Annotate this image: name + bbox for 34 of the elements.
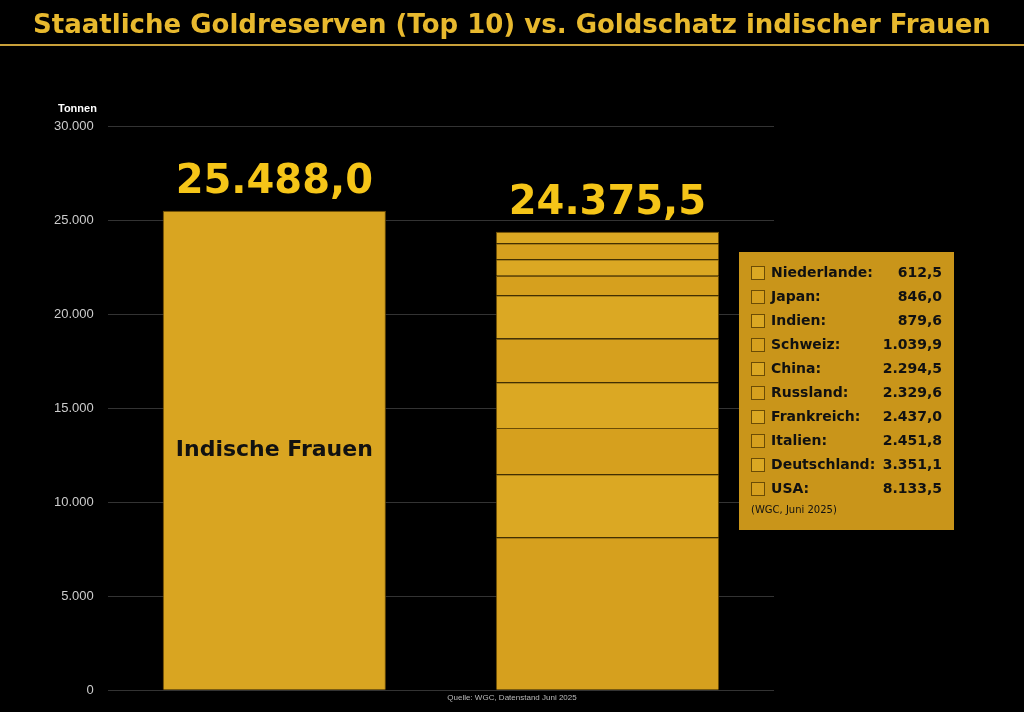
legend-label: Schweiz: bbox=[771, 335, 841, 352]
annotation: (WGC, Juni 2025) bbox=[751, 502, 838, 517]
chart-title: Staatliche Goldreserven (Top 10) vs. Goldschatz indischer Frauen bbox=[0, 0, 1024, 46]
text: 612,5 bbox=[897, 263, 943, 280]
legend-label: USA: bbox=[771, 479, 810, 496]
source-note: Quelle: WGC, Datenstand Juni 2025 bbox=[447, 693, 578, 703]
total-label: 25.488,0 bbox=[175, 156, 374, 203]
text: 879,6 bbox=[897, 311, 943, 328]
legend-label: Italien: bbox=[771, 431, 828, 448]
y-tick-label: 10.000 bbox=[54, 493, 94, 509]
text: 8.133,5 bbox=[882, 479, 943, 496]
text: 3.351,1 bbox=[882, 455, 943, 472]
legend-label: China: bbox=[771, 359, 822, 376]
legend-label: Japan: bbox=[771, 287, 821, 304]
legend-label: Frankreich: bbox=[771, 407, 861, 424]
text: 2.437,0 bbox=[882, 407, 943, 424]
text: 2.294,5 bbox=[882, 359, 943, 376]
legend-label: Deutschland: bbox=[771, 455, 876, 472]
y-tick-label: 0 bbox=[86, 681, 94, 697]
text: 2.451,8 bbox=[882, 431, 943, 448]
y-tick-label: 5.000 bbox=[61, 587, 94, 603]
y-tick-label: 20.000 bbox=[54, 305, 94, 321]
legend-label: Indien: bbox=[771, 311, 827, 328]
total-label: 24.375,5 bbox=[508, 177, 707, 224]
text: 846,0 bbox=[897, 287, 943, 304]
y-tick-label: 25.000 bbox=[54, 211, 94, 227]
y-tick-label: 15.000 bbox=[54, 399, 94, 415]
text: 1.039,9 bbox=[882, 335, 943, 352]
y-tick-label: 30.000 bbox=[54, 117, 94, 133]
text: 2.329,6 bbox=[882, 383, 943, 400]
series-label: Indische Frauen bbox=[175, 436, 373, 461]
y-axis-title: Tonnen bbox=[58, 101, 98, 114]
legend-label: Russland: bbox=[771, 383, 849, 400]
legend-label: Niederlande: bbox=[771, 263, 873, 280]
